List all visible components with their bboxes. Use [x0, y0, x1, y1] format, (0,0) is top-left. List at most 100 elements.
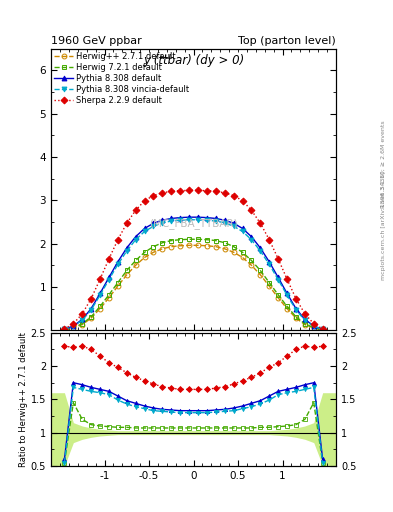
Pythia 8.308 vincia-default: [107, 276, 111, 283]
Herwig 7.2.1 default: [169, 238, 174, 244]
Herwig 7.2.1 default: [125, 267, 129, 273]
Herwig 7.2.1 default: [303, 321, 307, 327]
Sherpa 2.2.9 default: [240, 198, 245, 204]
Pythia 8.308 vincia-default: [187, 217, 191, 223]
Herwig 7.2.1 default: [294, 314, 298, 320]
Herwig++ 2.7.1 default: [89, 315, 94, 321]
Pythia 8.308 default: [294, 306, 298, 312]
Line: Herwig++ 2.7.1 default: Herwig++ 2.7.1 default: [62, 243, 325, 332]
Pythia 8.308 vincia-default: [80, 317, 84, 324]
Pythia 8.308 vincia-default: [303, 317, 307, 324]
Herwig++ 2.7.1 default: [98, 306, 103, 312]
Sherpa 2.2.9 default: [196, 187, 200, 194]
Herwig++ 2.7.1 default: [213, 244, 218, 250]
Herwig 7.2.1 default: [267, 280, 272, 286]
Herwig 7.2.1 default: [276, 292, 281, 298]
Pythia 8.308 vincia-default: [71, 323, 76, 329]
Herwig 7.2.1 default: [98, 303, 103, 309]
Herwig 7.2.1 default: [107, 292, 111, 298]
Pythia 8.308 default: [98, 290, 103, 296]
Pythia 8.308 default: [231, 220, 236, 226]
Pythia 8.308 default: [169, 216, 174, 222]
Pythia 8.308 default: [240, 225, 245, 231]
Sherpa 2.2.9 default: [160, 190, 165, 196]
Pythia 8.308 vincia-default: [231, 223, 236, 229]
Herwig++ 2.7.1 default: [240, 254, 245, 261]
Text: y (ttbar) (dy > 0): y (ttbar) (dy > 0): [143, 54, 244, 67]
Sherpa 2.2.9 default: [213, 188, 218, 194]
Pythia 8.308 vincia-default: [249, 237, 254, 243]
Herwig 7.2.1 default: [62, 327, 67, 333]
Sherpa 2.2.9 default: [311, 321, 316, 327]
Herwig 7.2.1 default: [240, 249, 245, 255]
Pythia 8.308 vincia-default: [178, 217, 183, 223]
Text: mcplots.cern.ch [arXiv:1306.3436]: mcplots.cern.ch [arXiv:1306.3436]: [381, 171, 386, 280]
Pythia 8.308 default: [187, 214, 191, 220]
Herwig++ 2.7.1 default: [231, 249, 236, 255]
Sherpa 2.2.9 default: [204, 188, 209, 194]
Pythia 8.308 vincia-default: [258, 248, 263, 254]
Herwig++ 2.7.1 default: [222, 246, 227, 252]
Pythia 8.308 default: [125, 245, 129, 251]
Pythia 8.308 vincia-default: [142, 228, 147, 234]
Herwig 7.2.1 default: [116, 280, 120, 286]
Herwig++ 2.7.1 default: [151, 249, 156, 255]
Sherpa 2.2.9 default: [294, 295, 298, 302]
Herwig++ 2.7.1 default: [258, 272, 263, 278]
Pythia 8.308 vincia-default: [133, 237, 138, 243]
Pythia 8.308 default: [160, 217, 165, 223]
Legend: Herwig++ 2.7.1 default, Herwig 7.2.1 default, Pythia 8.308 default, Pythia 8.308: Herwig++ 2.7.1 default, Herwig 7.2.1 def…: [53, 50, 191, 107]
Line: Pythia 8.308 vincia-default: Pythia 8.308 vincia-default: [62, 217, 325, 332]
Herwig++ 2.7.1 default: [125, 272, 129, 278]
Pythia 8.308 default: [213, 216, 218, 222]
Herwig++ 2.7.1 default: [133, 262, 138, 268]
Herwig++ 2.7.1 default: [160, 246, 165, 252]
Pythia 8.308 vincia-default: [294, 307, 298, 313]
Pythia 8.308 vincia-default: [222, 220, 227, 226]
Pythia 8.308 default: [258, 245, 263, 251]
Pythia 8.308 vincia-default: [276, 276, 281, 283]
Sherpa 2.2.9 default: [71, 321, 76, 327]
Herwig++ 2.7.1 default: [285, 306, 289, 312]
Herwig 7.2.1 default: [89, 314, 94, 320]
Herwig 7.2.1 default: [320, 327, 325, 333]
Pythia 8.308 vincia-default: [151, 223, 156, 229]
Pythia 8.308 default: [267, 259, 272, 265]
Sherpa 2.2.9 default: [98, 276, 103, 282]
Herwig++ 2.7.1 default: [249, 262, 254, 268]
Pythia 8.308 default: [142, 225, 147, 231]
Sherpa 2.2.9 default: [222, 190, 227, 196]
Herwig++ 2.7.1 default: [62, 327, 67, 333]
Herwig 7.2.1 default: [213, 238, 218, 244]
Sherpa 2.2.9 default: [249, 207, 254, 214]
Pythia 8.308 vincia-default: [285, 292, 289, 298]
Herwig++ 2.7.1 default: [267, 283, 272, 289]
Text: (MC_FBA_TTBAR): (MC_FBA_TTBAR): [149, 218, 238, 229]
Herwig 7.2.1 default: [160, 240, 165, 246]
Line: Sherpa 2.2.9 default: Sherpa 2.2.9 default: [62, 188, 325, 331]
Herwig 7.2.1 default: [222, 240, 227, 246]
Herwig++ 2.7.1 default: [80, 322, 84, 328]
Herwig++ 2.7.1 default: [311, 325, 316, 331]
Herwig 7.2.1 default: [249, 258, 254, 264]
Herwig 7.2.1 default: [71, 325, 76, 331]
Pythia 8.308 default: [311, 323, 316, 329]
Herwig++ 2.7.1 default: [204, 243, 209, 249]
Herwig++ 2.7.1 default: [196, 242, 200, 248]
Text: Rivet 3.1.10; ≥ 2.6M events: Rivet 3.1.10; ≥ 2.6M events: [381, 120, 386, 208]
Pythia 8.308 default: [320, 326, 325, 332]
Line: Herwig 7.2.1 default: Herwig 7.2.1 default: [62, 237, 325, 332]
Pythia 8.308 vincia-default: [89, 307, 94, 313]
Pythia 8.308 vincia-default: [116, 261, 120, 267]
Pythia 8.308 default: [303, 316, 307, 323]
Pythia 8.308 default: [62, 326, 67, 332]
Herwig++ 2.7.1 default: [187, 242, 191, 248]
Sherpa 2.2.9 default: [142, 198, 147, 204]
Pythia 8.308 default: [80, 316, 84, 323]
Herwig++ 2.7.1 default: [276, 295, 281, 301]
Herwig 7.2.1 default: [151, 244, 156, 250]
Sherpa 2.2.9 default: [133, 207, 138, 214]
Pythia 8.308 vincia-default: [213, 218, 218, 224]
Sherpa 2.2.9 default: [151, 193, 156, 199]
Pythia 8.308 vincia-default: [240, 228, 245, 234]
